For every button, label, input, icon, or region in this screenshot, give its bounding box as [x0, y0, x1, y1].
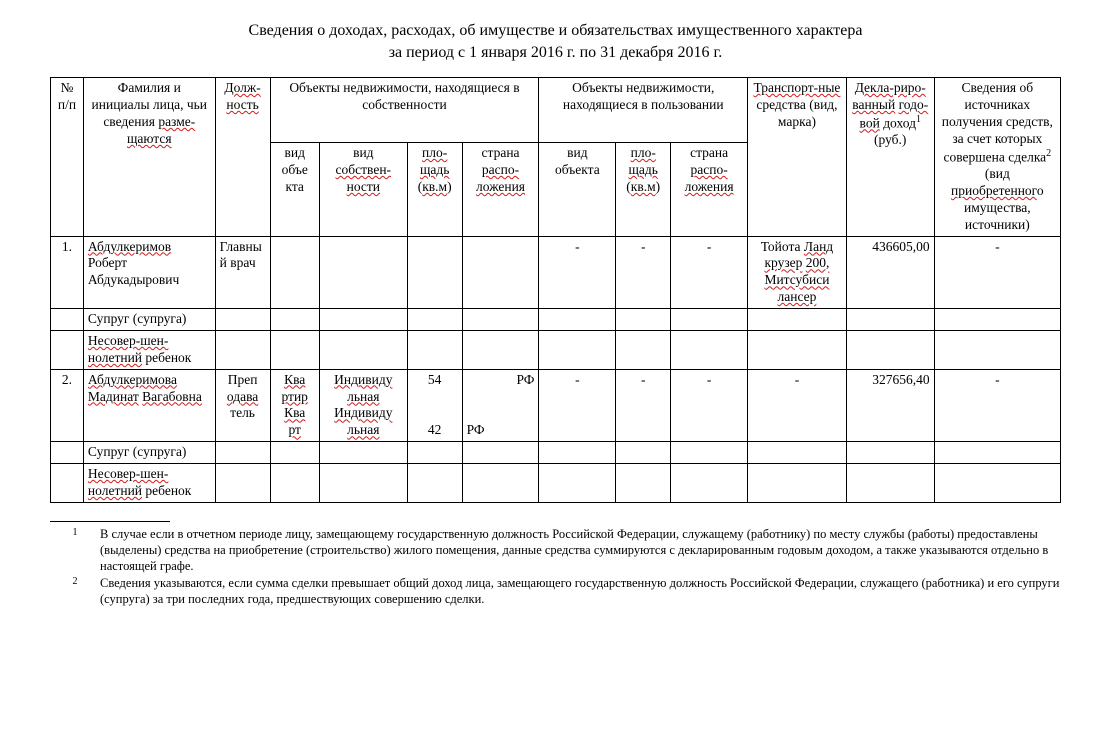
cell-fio: Супруг (супруга)	[83, 309, 215, 331]
col-used-country: страна распо-ложения	[671, 143, 748, 236]
col-sources: Сведения об источниках получения средств…	[934, 78, 1060, 236]
cell-owned-kind: КвартирКварт	[270, 369, 319, 442]
cell-sources: -	[934, 236, 1060, 309]
cell-transport: -	[748, 369, 847, 442]
cell-fio: Абдулкеримова Мадинат Вагабовна	[83, 369, 215, 442]
cell-fio: Несовер-шен-нолетний ребенок	[83, 330, 215, 369]
col-used-kind: вид объекта	[539, 143, 616, 236]
cell-sources: -	[934, 369, 1060, 442]
cell-used-kind: -	[539, 369, 616, 442]
col-owned-country: страна распо-ложения	[462, 143, 539, 236]
declaration-table: № п/п Фамилия и инициалы лица, чьи сведе…	[50, 77, 1061, 503]
footnote-1-text: В случае если в отчетном периоде лицу, з…	[100, 526, 1061, 575]
cell-income: 436605,00	[846, 236, 934, 309]
cell-used-area: -	[616, 236, 671, 309]
table-row: Супруг (супруга)	[51, 442, 1061, 464]
col-post: Долж-ность	[215, 78, 270, 236]
cell-post: Главный врач	[215, 236, 270, 309]
cell-post: Преподаватель	[215, 369, 270, 442]
cell-fio: Абдулкеримов Роберт Абдукадырович	[83, 236, 215, 309]
col-used-group: Объекты недвижимости, находящиеся в поль…	[539, 78, 748, 143]
footnote-2-num: 2	[50, 575, 100, 608]
col-fio: Фамилия и инициалы лица, чьи сведения ра…	[83, 78, 215, 236]
cell-income: 327656,40	[846, 369, 934, 442]
title-line-1: Сведения о доходах, расходах, об имущест…	[249, 22, 863, 39]
document-title: Сведения о доходах, расходах, об имущест…	[50, 20, 1061, 63]
col-owned-kind: вид объе кта	[270, 143, 319, 236]
footnote-2-text: Сведения указываются, если сумма сделки …	[100, 575, 1061, 608]
cell-fio: Супруг (супруга)	[83, 442, 215, 464]
col-owned-own: вид собствен-ности	[319, 143, 407, 236]
col-num: № п/п	[51, 78, 84, 236]
table-row: 2. Абдулкеримова Мадинат Вагабовна Препо…	[51, 369, 1061, 442]
cell-owned-kind	[270, 236, 319, 309]
cell-owned-own	[319, 236, 407, 309]
cell-transport: Тойота Ланд крузер 200, Митсубиси лансер	[748, 236, 847, 309]
cell-used-country: -	[671, 369, 748, 442]
cell-owned-country: РФ РФ	[462, 369, 539, 442]
cell-fio: Несовер-шен-нолетний ребенок	[83, 464, 215, 503]
cell-used-area: -	[616, 369, 671, 442]
cell-used-kind: -	[539, 236, 616, 309]
col-transport: Транспорт-ные средства (вид, марка)	[748, 78, 847, 236]
col-owned-group: Объекты недвижимости, находящиеся в собс…	[270, 78, 539, 143]
cell-owned-own: ИндивидульнаяИндивидульная	[319, 369, 407, 442]
table-row: 1. Абдулкеримов Роберт Абдукадырович Гла…	[51, 236, 1061, 309]
col-owned-area: пло-щадь (кв.м)	[407, 143, 462, 236]
cell-used-country: -	[671, 236, 748, 309]
table-row: Несовер-шен-нолетний ребенок	[51, 330, 1061, 369]
table-row: Несовер-шен-нолетний ребенок	[51, 464, 1061, 503]
col-used-area: пло-щадь (кв.м)	[616, 143, 671, 236]
cell-num: 2.	[51, 369, 84, 442]
title-line-2: за период с 1 января 2016 г. по 31 декаб…	[389, 44, 723, 61]
cell-owned-area	[407, 236, 462, 309]
footnotes: 1 В случае если в отчетном периоде лицу,…	[50, 521, 1061, 607]
cell-owned-area: 5442	[407, 369, 462, 442]
cell-num: 1.	[51, 236, 84, 309]
footnote-1-num: 1	[50, 526, 100, 575]
col-income: Декла-риро-ванный годо-вой доход1 (руб.)	[846, 78, 934, 236]
table-row: Супруг (супруга)	[51, 309, 1061, 331]
cell-owned-country	[462, 236, 539, 309]
